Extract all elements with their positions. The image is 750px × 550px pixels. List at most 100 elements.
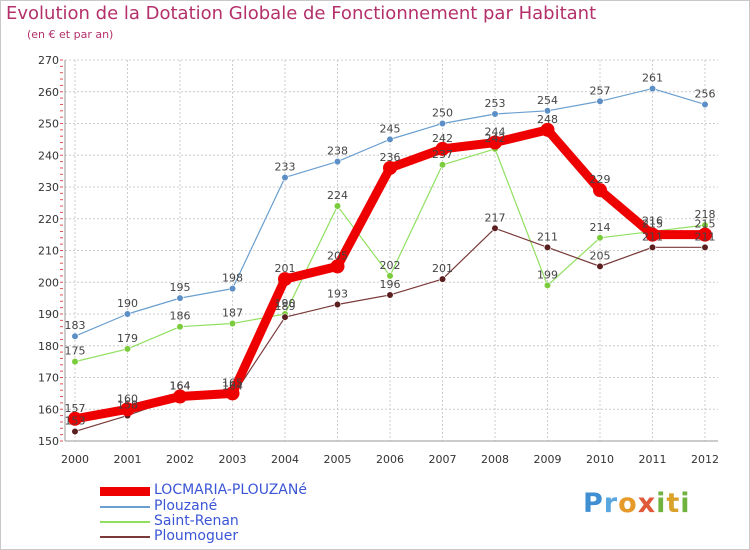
legend-item-plouzane[interactable]: Plouzané [100,498,360,514]
data-label-ploumoguer: 211 [537,230,558,243]
data-label-ploumoguer: 217 [485,211,506,224]
logo-letter: P [583,488,604,519]
y-tick-label: 200 [38,276,59,289]
data-label-plouzane: 245 [380,122,401,135]
x-tick-label: 2002 [166,453,194,466]
y-tick-label: 180 [38,340,59,353]
data-point-ploumoguer [596,262,604,270]
data-label-saint-renan: 237 [432,148,453,161]
y-tick-label: 240 [38,149,59,162]
data-point-plouzane [71,332,79,340]
data-label-saint-renan: 187 [222,307,243,320]
y-tick-label: 270 [38,54,59,67]
x-tick-label: 2008 [481,453,509,466]
legend-label-saint-renan: Saint-Renan [154,513,239,529]
data-point-plouzane [648,84,657,93]
data-point-ploumoguer [281,313,289,321]
data-point-saint-renan [543,281,552,290]
data-point-locmaria [330,259,345,274]
data-point-plouzane [123,310,132,318]
y-tick-label: 150 [38,435,59,448]
legend-item-locmaria[interactable]: LOCMARIA-PLOUZANé [100,482,360,498]
x-tick-label: 2000 [61,453,89,466]
data-point-saint-renan [71,358,79,366]
data-label-saint-renan: 216 [642,214,663,227]
data-label-locmaria: 242 [432,132,453,145]
x-tick-label: 2003 [219,453,247,466]
data-label-locmaria: 165 [222,376,243,389]
data-label-locmaria: 164 [170,380,191,393]
data-point-ploumoguer [438,275,447,283]
data-label-saint-renan: 190 [275,297,296,310]
legend-item-saint-renan[interactable]: Saint-Renan [100,513,360,529]
data-label-plouzane: 233 [275,160,296,173]
data-point-locmaria [68,411,82,426]
data-label-plouzane: 253 [485,97,506,110]
logo-letter: o [618,488,638,519]
y-tick-label: 190 [38,308,59,321]
data-point-plouzane [333,158,342,166]
data-label-plouzane: 256 [695,87,716,100]
data-point-plouzane [491,110,499,118]
data-point-plouzane [176,294,184,302]
x-tick-label: 2004 [271,453,299,466]
data-point-locmaria [488,135,502,150]
data-label-ploumoguer: 164 [170,380,191,393]
data-label-locmaria: 160 [117,392,138,405]
data-point-plouzane [543,107,552,115]
data-point-locmaria [698,227,712,242]
data-label-locmaria: 215 [642,218,663,231]
x-tick-label: 2005 [324,453,352,466]
data-label-saint-renan: 202 [380,259,401,272]
logo-letter: i [680,488,691,519]
legend-item-ploumoguer[interactable]: Ploumoguer [100,528,360,544]
data-label-ploumoguer: 158 [117,399,138,412]
data-label-ploumoguer: 211 [695,230,716,243]
data-point-ploumoguer [333,300,342,309]
data-point-locmaria [173,389,187,404]
logo-letter: r [603,488,619,519]
data-point-locmaria [645,227,660,242]
data-point-ploumoguer [71,427,79,436]
x-tick-label: 2009 [534,453,562,466]
data-label-locmaria: 236 [380,151,401,164]
data-label-ploumoguer: 201 [432,262,453,275]
data-label-plouzane: 238 [327,145,348,158]
data-point-ploumoguer [543,243,552,251]
data-label-locmaria: 205 [327,249,348,262]
data-label-ploumoguer: 196 [380,278,401,291]
data-label-saint-renan: 179 [117,332,138,345]
data-point-locmaria [120,402,135,417]
x-tick-label: 2011 [639,453,667,466]
legend-swatch-ploumoguer [100,530,150,544]
logo-letter: i [656,488,667,519]
data-label-saint-renan: 199 [537,268,558,281]
data-label-locmaria: 248 [537,113,558,126]
data-point-plouzane [438,119,447,128]
data-label-saint-renan: 214 [590,221,611,234]
data-point-ploumoguer [701,243,709,251]
axis-layer: 150 160 170 180 190 200 210 220 230 240 250 260 270 2… [38,54,719,466]
y-tick-label: 210 [38,245,59,258]
data-label-plouzane: 190 [117,297,138,310]
data-point-ploumoguer [648,243,657,251]
data-label-plouzane: 250 [432,107,453,120]
legend-swatch-plouzane [100,500,150,514]
data-label-ploumoguer: 205 [590,249,611,262]
data-point-plouzane [281,173,289,182]
data-label-locmaria: 215 [695,218,716,231]
data-point-locmaria [225,386,240,401]
data-point-locmaria [383,160,397,175]
y-tick-label: 260 [38,86,59,99]
data-label-locmaria: 244 [485,126,506,139]
data-label-saint-renan: 224 [327,189,348,202]
data-point-saint-renan [176,323,184,331]
data-point-locmaria [540,122,555,137]
data-point-locmaria [278,272,292,287]
data-point-saint-renan [228,319,237,328]
y-tick-label: 220 [38,213,59,226]
data-label-plouzane: 254 [537,94,558,107]
data-label-locmaria: 157 [65,402,86,415]
y-tick-label: 250 [38,118,59,131]
